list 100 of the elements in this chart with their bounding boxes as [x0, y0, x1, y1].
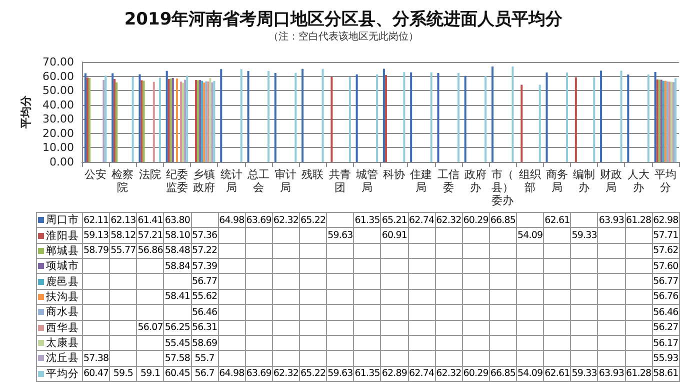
bar [86, 78, 88, 162]
data-label: 59.33 [570, 366, 598, 382]
y-axis-title: 平均分 [20, 94, 33, 130]
legend-label: 周口市 [46, 214, 79, 226]
data-label: 63.69 [245, 212, 272, 228]
data-label: 61.28 [625, 366, 652, 382]
bar [382, 68, 385, 162]
bar [356, 74, 358, 162]
bar [274, 72, 276, 162]
bar [267, 71, 270, 162]
y-tick-label: 20.00 [42, 126, 74, 140]
bar [158, 78, 161, 162]
x-tick-label: 商务局 [546, 168, 568, 194]
data-label: 58.41 [164, 289, 191, 305]
data-label: 57.21 [136, 228, 164, 244]
x-tick-label: 人大办 [627, 168, 650, 194]
data-label: 65.22 [300, 366, 327, 382]
bar [209, 78, 212, 162]
data-label: 58.84 [164, 258, 191, 274]
bar [186, 76, 188, 162]
data-label: 62.32 [435, 212, 462, 228]
data-label: 58.10 [164, 228, 191, 244]
x-tick-label: 法院 [138, 168, 161, 181]
data-label: 62.11 [82, 212, 110, 228]
x-tick-label: 残联 [302, 168, 324, 181]
x-tick-label: 政府办 [464, 168, 486, 194]
y-tick-label: 10.00 [42, 141, 74, 154]
data-label: 63.93 [598, 366, 625, 382]
data-label: 59.33 [570, 228, 598, 244]
data-label: 54.09 [516, 366, 544, 382]
bar [104, 76, 107, 162]
data-label: 57.38 [82, 350, 110, 366]
data-label: 60.45 [164, 366, 191, 382]
bar [574, 77, 577, 162]
chart-title: 2019年河南省考周口地区分区县、分系统进面人员平均分 [124, 10, 564, 30]
bar [184, 80, 186, 162]
y-tick-label: 30.00 [42, 112, 74, 126]
x-tick-label: 统计局 [220, 168, 242, 194]
y-tick-label: 40.00 [42, 98, 74, 112]
data-label: 66.85 [489, 366, 516, 382]
y-tick-label: 0.00 [50, 156, 74, 168]
data-label: 57.36 [191, 228, 218, 244]
data-label: 56.77 [191, 274, 218, 290]
bar [166, 70, 168, 162]
bar [176, 78, 178, 162]
data-label: 62.89 [380, 366, 408, 382]
data-label: 56.46 [652, 304, 680, 320]
data-label: 56.86 [136, 243, 164, 259]
x-tick-label: 乡镇政府 [193, 168, 216, 194]
bar [302, 68, 304, 162]
bar [600, 70, 602, 162]
bar [670, 82, 673, 162]
data-label: 62.61 [544, 212, 571, 228]
data-label: 55.45 [164, 335, 191, 351]
data-label: 57.22 [191, 243, 218, 259]
data-label: 59.1 [136, 366, 164, 382]
x-tick-label: 住建局 [410, 168, 432, 194]
legend-label: 平均分 [46, 368, 79, 380]
bar [102, 80, 105, 162]
data-label: 62.32 [272, 212, 300, 228]
legend-label: 太康县 [46, 337, 79, 350]
bar [654, 72, 656, 162]
bar [84, 73, 86, 162]
data-label: 62.13 [110, 212, 137, 228]
data-label: 55.7 [191, 350, 218, 366]
bar [672, 82, 675, 162]
bar [674, 78, 677, 162]
data-label: 60.29 [462, 366, 490, 382]
data-label: 56.17 [652, 335, 680, 351]
x-tick-label: 工信委 [437, 168, 460, 194]
bar [512, 66, 514, 162]
x-tick-label: 财政局 [600, 168, 622, 194]
data-label: 58.61 [652, 366, 680, 382]
data-label: 55.62 [191, 289, 218, 305]
x-tick-label: 组织部 [518, 168, 541, 194]
x-tick-label: 共青团 [328, 168, 351, 194]
data-label: 56.07 [136, 320, 164, 336]
data-label: 60.29 [462, 212, 490, 228]
data-label: 58.69 [191, 335, 218, 351]
bar [430, 72, 432, 162]
data-label: 58.48 [164, 243, 191, 259]
bar [627, 74, 630, 162]
data-label: 63.80 [164, 212, 191, 228]
data-label: 60.47 [82, 366, 110, 382]
chart-subtitle: （注：空白代表该地区无此岗位） [268, 30, 418, 42]
x-tick-label: 城管局 [354, 168, 378, 194]
y-tick-label: 60.00 [42, 70, 74, 83]
data-label: 61.41 [136, 212, 164, 228]
x-tick-label: 市（县）委办 [492, 168, 514, 207]
bar [484, 76, 487, 162]
data-label: 58.79 [82, 243, 110, 259]
data-label: 64.98 [218, 366, 246, 382]
bar [491, 66, 494, 162]
data-label: 55.93 [652, 350, 680, 366]
bar [410, 72, 412, 162]
bar [520, 84, 523, 162]
legend-label: 沈丘县 [46, 352, 79, 364]
data-label: 57.60 [652, 258, 680, 274]
legend-label: 西华县 [46, 322, 79, 334]
data-label: 65.21 [380, 212, 408, 228]
